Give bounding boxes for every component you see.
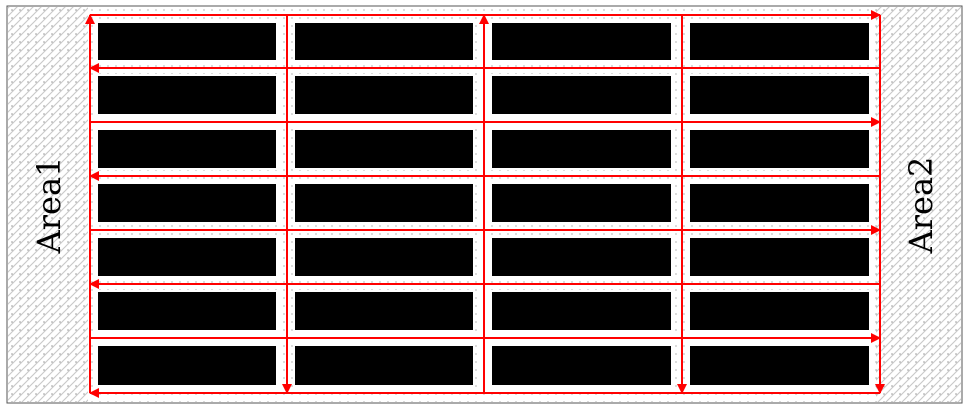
- storage-block-r1-c2: [293, 21, 475, 62]
- storage-block-r6-c1: [96, 290, 278, 332]
- storage-block-r7-c3: [490, 344, 673, 387]
- storage-block-r3-c4: [688, 128, 871, 170]
- storage-block-r4-c2: [293, 182, 475, 224]
- storage-block-r5-c2: [293, 236, 475, 278]
- storage-block-r1-c3: [490, 21, 673, 62]
- storage-block-r2-c2: [293, 74, 475, 116]
- storage-block-r2-c1: [96, 74, 278, 116]
- storage-block-r7-c2: [293, 344, 475, 387]
- area1-label: Area1: [30, 157, 68, 255]
- outer-border: [6, 5, 963, 404]
- storage-block-r3-c3: [490, 128, 673, 170]
- area1-dots: [8, 7, 88, 402]
- storage-block-r6-c3: [490, 290, 673, 332]
- storage-block-r3-c1: [96, 128, 278, 170]
- storage-block-r1-c1: [96, 21, 278, 62]
- storage-block-r5-c3: [490, 236, 673, 278]
- storage-block-r4-c3: [490, 182, 673, 224]
- storage-block-r3-c2: [293, 128, 475, 170]
- storage-block-r5-c4: [688, 236, 871, 278]
- storage-block-r4-c1: [96, 182, 278, 224]
- aisle-paths: [85, 10, 885, 398]
- storage-block-r1-c4: [688, 21, 871, 62]
- area2-dots: [876, 7, 961, 402]
- storage-block-r7-c4: [688, 344, 871, 387]
- storage-block-r4-c4: [688, 182, 871, 224]
- storage-block-r5-c1: [96, 236, 278, 278]
- storage-block-r2-c3: [490, 74, 673, 116]
- area2-label: Area2: [902, 157, 940, 255]
- storage-block-r6-c4: [688, 290, 871, 332]
- storage-block-r6-c2: [293, 290, 475, 332]
- storage-blocks: [96, 21, 871, 387]
- storage-block-r2-c4: [688, 74, 871, 116]
- storage-block-r7-c1: [96, 344, 278, 387]
